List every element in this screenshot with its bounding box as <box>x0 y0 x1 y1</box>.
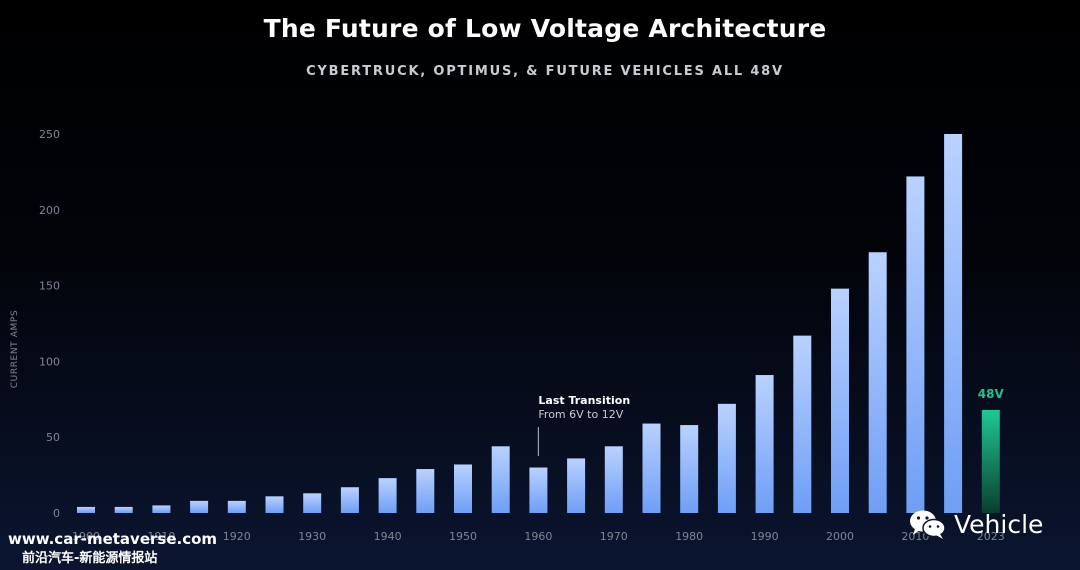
y-tick-label: 0 <box>53 507 60 520</box>
annotation: Last Transition From 6V to 12V <box>537 394 630 456</box>
y-tick-label: 100 <box>39 355 60 368</box>
bar <box>906 176 925 513</box>
y-tick-label: 50 <box>46 431 60 444</box>
bar <box>944 134 963 513</box>
bar <box>340 487 359 513</box>
x-tick-label: 2000 <box>826 530 854 543</box>
bar <box>152 505 171 513</box>
x-tick-label: 2010 <box>901 530 929 543</box>
x-tick-label: 2023 <box>977 530 1005 543</box>
bar <box>190 500 209 513</box>
bar <box>454 464 472 513</box>
bar <box>793 335 812 513</box>
watermark-url: www.car-metaverse.com <box>8 530 218 548</box>
bar <box>529 467 548 513</box>
x-tick-label: 1940 <box>374 530 402 543</box>
y-axis-ticks: 0 50 100 150 200 250 <box>39 128 60 520</box>
y-tick-label: 200 <box>39 204 60 217</box>
x-tick-label: 1930 <box>298 530 326 543</box>
bar <box>868 252 887 514</box>
bar <box>303 493 322 513</box>
x-tick-label: 1900 <box>72 530 100 543</box>
bar <box>567 458 586 513</box>
bars <box>77 134 1000 514</box>
y-tick-label: 150 <box>39 280 60 293</box>
highlight-bar <box>981 409 1000 513</box>
x-tick-label: 1990 <box>751 530 779 543</box>
bar <box>114 506 133 513</box>
watermark: www.car-metaverse.com 前沿汽车-新能源情报站 <box>8 530 217 568</box>
bar <box>680 425 699 513</box>
y-tick-label: 250 <box>39 128 60 141</box>
chart-title: The Future of Low Voltage Architecture <box>263 14 827 43</box>
wechat-icon <box>910 510 946 539</box>
x-tick-label: 1980 <box>675 530 703 543</box>
bar <box>717 403 736 513</box>
brand-logo: Vehicle <box>908 506 1043 542</box>
watermark-chinese: 前沿汽车-新能源情报站 <box>22 551 158 566</box>
bar <box>416 469 435 513</box>
bar <box>491 446 510 513</box>
bar <box>755 375 774 513</box>
x-tick-label: 1970 <box>600 530 628 543</box>
annotation-title: Last Transition <box>538 394 630 407</box>
bar <box>265 496 284 513</box>
highlight-label: 48V <box>978 387 1005 401</box>
x-tick-label: 1950 <box>449 530 477 543</box>
bar <box>831 288 849 513</box>
x-tick-label: 1920 <box>223 530 251 543</box>
chart-subtitle: CYBERTRUCK, OPTIMUS, & FUTURE VEHICLES A… <box>306 64 784 79</box>
bar <box>604 446 623 513</box>
brand-text: Vehicle <box>954 509 1044 539</box>
x-tick-label: 1960 <box>524 530 552 543</box>
bar <box>77 506 95 513</box>
bar <box>227 500 246 513</box>
x-axis-ticks: 1900 1910 1920 1930 1940 1950 1960 1970 1980 1990… <box>72 530 1005 543</box>
x-tick-label: 1910 <box>147 530 175 543</box>
bar <box>642 423 661 513</box>
annotation-text: From 6V to 12V <box>538 408 623 421</box>
bar <box>378 478 397 513</box>
